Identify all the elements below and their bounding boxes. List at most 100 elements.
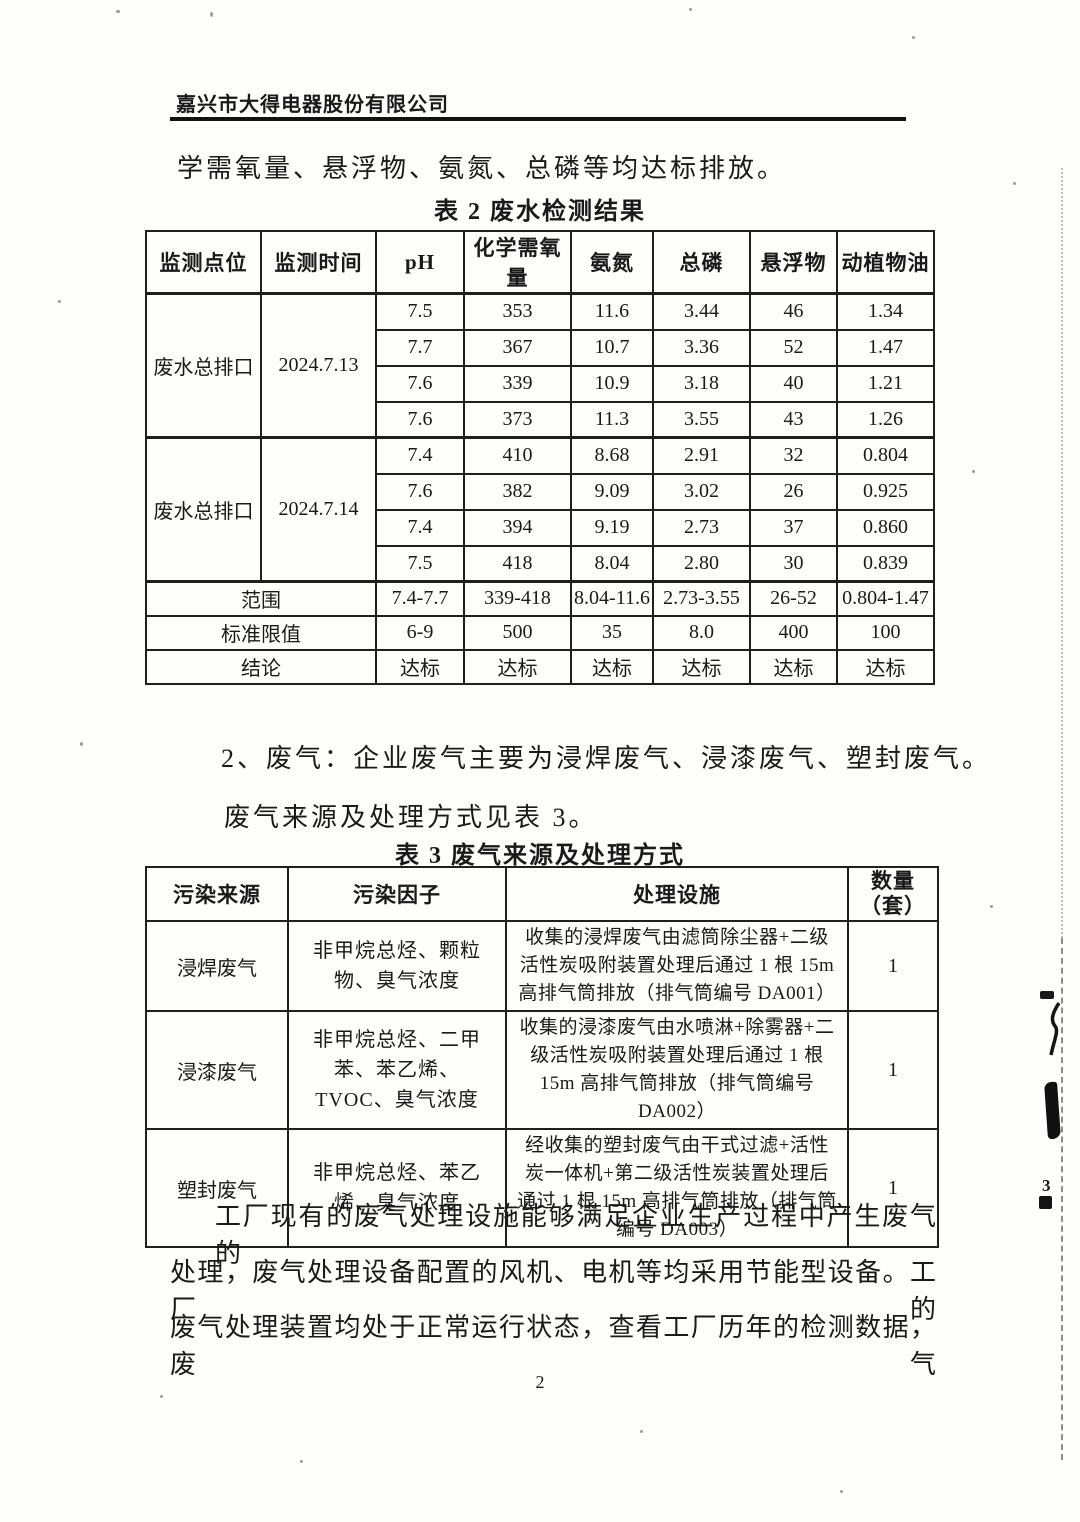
cell: 0.804 bbox=[836, 436, 935, 475]
cell: 11.3 bbox=[570, 400, 654, 439]
closing-paragraph-line3: 废气处理装置均处于正常运行状态，查看工厂历年的检测数据，废气 bbox=[170, 1313, 937, 1379]
scan-speck bbox=[689, 8, 692, 11]
cell: 32 bbox=[749, 436, 838, 475]
scan-speck bbox=[210, 12, 213, 17]
pollution-factors: 非甲烷总烃、苯乙烯、臭气浓度 bbox=[287, 1128, 507, 1248]
cell: 339 bbox=[463, 364, 572, 403]
ink-square-mark bbox=[1039, 1196, 1052, 1209]
monitor-date: 2024.7.14 bbox=[260, 436, 377, 583]
col-header: 氨氮 bbox=[570, 230, 654, 295]
table3-title: 表 3 废气来源及处理方式 bbox=[395, 843, 685, 869]
cell: 339-418 bbox=[463, 580, 572, 617]
ink-smudge bbox=[1040, 991, 1054, 999]
cell: 达标 bbox=[570, 648, 654, 685]
cell: 1.34 bbox=[836, 292, 935, 331]
cell: 26 bbox=[749, 472, 838, 511]
col-header: 总磷 bbox=[652, 230, 751, 295]
intro-paragraph: 学需氧量、悬浮物、氨氮、总磷等均达标排放。 bbox=[177, 154, 787, 183]
cell: 2.80 bbox=[652, 544, 751, 583]
quantity: 1 bbox=[847, 920, 939, 1012]
cell: 0.925 bbox=[836, 472, 935, 511]
cell: 382 bbox=[463, 472, 572, 511]
col-header: 污染因子 bbox=[287, 866, 507, 922]
cell: 3.36 bbox=[652, 328, 751, 367]
table-row: 塑封废气 非甲烷总烃、苯乙烯、臭气浓度 经收集的塑封废气由干式过滤+活性炭一体机… bbox=[145, 1128, 939, 1248]
cell: 7.4-7.7 bbox=[375, 580, 465, 617]
pollution-source: 浸焊废气 bbox=[145, 920, 289, 1012]
cell: 7.5 bbox=[375, 292, 465, 331]
conclusion-row: 结论 达标 达标 达标 达标 达标 达标 bbox=[145, 648, 935, 685]
monitor-location: 废水总排口 bbox=[145, 292, 262, 439]
cell: 达标 bbox=[652, 648, 751, 685]
col-header: 动植物油 bbox=[836, 230, 935, 295]
col-header: 处理设施 bbox=[505, 866, 849, 922]
row-label: 结论 bbox=[145, 648, 377, 685]
cell: 37 bbox=[749, 508, 838, 547]
cell: 1.21 bbox=[836, 364, 935, 403]
closing-paragraph-line2: 处理，废气处理设备配置的风机、电机等均采用节能型设备。工厂的 bbox=[170, 1258, 937, 1324]
cell: 达标 bbox=[463, 648, 572, 685]
quantity: 1 bbox=[847, 1010, 939, 1130]
monitor-location: 废水总排口 bbox=[145, 436, 262, 583]
pollution-factors: 非甲烷总烃、二甲苯、苯乙烯、TVOC、臭气浓度 bbox=[287, 1010, 507, 1130]
scan-speck bbox=[80, 742, 83, 746]
cell: 40 bbox=[749, 364, 838, 403]
table-row: 浸焊废气 非甲烷总烃、颗粒物、臭气浓度 收集的浸焊废气由滤筒除尘器+二级活性炭吸… bbox=[145, 920, 939, 1012]
quantity-header-line2: （套） bbox=[860, 894, 926, 918]
page-number: 2 bbox=[535, 1372, 545, 1392]
table2-title: 表 2 废水检测结果 bbox=[434, 199, 646, 225]
col-header: 化学需氧量 bbox=[463, 230, 572, 295]
cell: 373 bbox=[463, 400, 572, 439]
monitor-date: 2024.7.13 bbox=[260, 292, 377, 439]
cell: 35 bbox=[570, 614, 654, 651]
treatment-facility: 收集的浸漆废气由水喷淋+除雾器+二级活性炭吸附装置处理后通过 1 根 15m 高… bbox=[505, 1010, 849, 1130]
cell: 3.44 bbox=[652, 292, 751, 331]
scan-speck bbox=[470, 160, 473, 163]
table-row: 7.6 339 10.9 3.18 40 1.21 bbox=[146, 364, 935, 403]
cell: 8.04-11.6 bbox=[570, 580, 654, 617]
cell: 8.04 bbox=[570, 544, 654, 583]
scan-speck bbox=[912, 36, 915, 39]
cell: 2.73-3.55 bbox=[652, 580, 751, 617]
quantity: 1 bbox=[847, 1128, 939, 1248]
cell: 3.02 bbox=[652, 472, 751, 511]
cell: 2.91 bbox=[652, 436, 751, 475]
scan-speck bbox=[58, 300, 61, 303]
cell: 达标 bbox=[375, 648, 465, 685]
cell: 达标 bbox=[749, 648, 838, 685]
cell: 10.9 bbox=[570, 364, 654, 403]
cell: 100 bbox=[836, 614, 935, 651]
cell: 达标 bbox=[836, 648, 935, 685]
scan-speck bbox=[300, 1460, 303, 1463]
cell: 2.73 bbox=[652, 508, 751, 547]
header-divider bbox=[170, 117, 906, 121]
cell: 11.6 bbox=[570, 292, 654, 331]
cell: 43 bbox=[749, 400, 838, 439]
pollution-factors: 非甲烷总烃、颗粒物、臭气浓度 bbox=[287, 920, 507, 1012]
cell: 7.7 bbox=[375, 328, 465, 367]
cell: 394 bbox=[463, 508, 572, 547]
limit-row: 标准限值 6-9 500 35 8.0 400 100 bbox=[145, 614, 935, 651]
scan-speck bbox=[972, 470, 975, 473]
cell: 1.47 bbox=[836, 328, 935, 367]
table-row: 7.4 394 9.19 2.73 37 0.860 bbox=[146, 508, 935, 547]
treatment-facility: 经收集的塑封废气由干式过滤+活性炭一体机+第二级活性炭装置处理后通过 1 根 1… bbox=[505, 1128, 849, 1248]
pollution-source: 塑封废气 bbox=[145, 1128, 289, 1248]
scan-edge-dashed-line bbox=[1061, 168, 1063, 938]
scan-speck bbox=[1013, 182, 1016, 185]
row-label: 范围 bbox=[145, 580, 377, 617]
ink-stroke bbox=[1049, 1002, 1061, 1056]
cell: 8.0 bbox=[652, 614, 751, 651]
table-row: 废水总排口 2024.7.14 7.4 410 8.68 2.91 32 0.8… bbox=[145, 436, 935, 583]
cell: 418 bbox=[463, 544, 572, 583]
ink-blot bbox=[1044, 1081, 1061, 1140]
cell: 26-52 bbox=[749, 580, 838, 617]
cell: 400 bbox=[749, 614, 838, 651]
table-row: 7.7 367 10.7 3.36 52 1.47 bbox=[146, 328, 935, 367]
cell: 7.4 bbox=[375, 508, 465, 547]
wastegas-treatment-table: 污染来源 污染因子 处理设施 数量 （套） 浸焊废气 非甲烷总烃、颗粒物、臭气浓… bbox=[145, 866, 939, 1248]
scan-speck bbox=[160, 1395, 163, 1398]
cell: 0.860 bbox=[836, 508, 935, 547]
cell: 6-9 bbox=[375, 614, 465, 651]
